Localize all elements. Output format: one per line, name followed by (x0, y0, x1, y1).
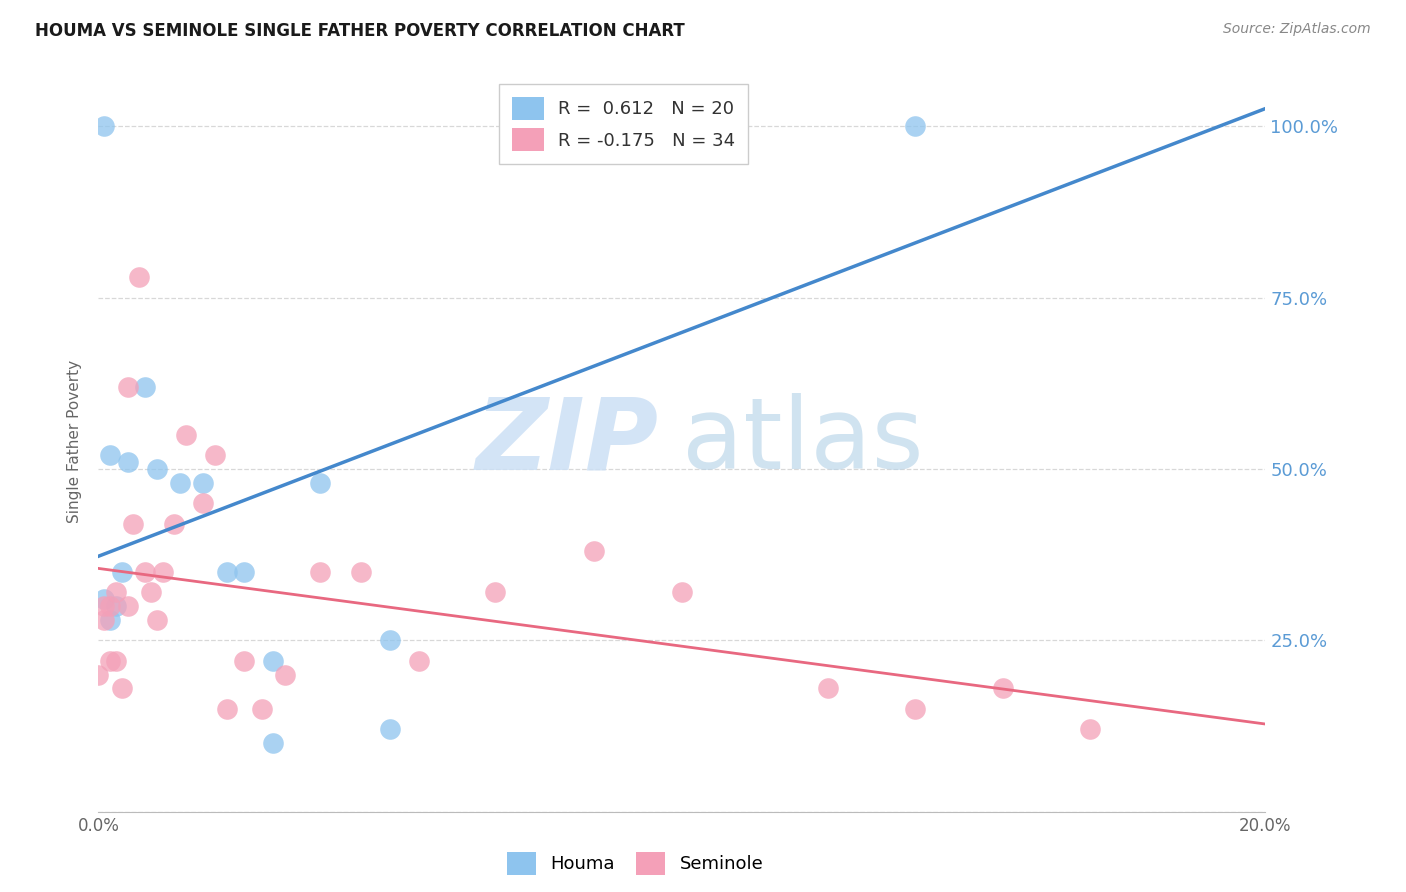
Point (671, 585, 693, 599)
Point (104, 654, 127, 668)
Point (233, 565, 256, 579)
Legend: Houma, Seminole: Houma, Seminole (498, 843, 772, 884)
Text: Source: ZipAtlas.com: Source: ZipAtlas.com (1223, 22, 1371, 37)
Point (174, 427, 197, 442)
Point (274, 667, 297, 681)
Point (104, 585, 127, 599)
Point (111, 565, 134, 579)
Point (134, 380, 156, 394)
Point (98, 613, 121, 627)
Point (378, 633, 402, 648)
Point (484, 585, 506, 599)
Point (262, 654, 284, 668)
Point (250, 702, 273, 716)
Point (904, 702, 927, 716)
Point (309, 565, 332, 579)
Point (93, 119, 115, 133)
Point (193, 496, 215, 510)
Point (93, 599, 115, 613)
Point (215, 565, 238, 579)
Text: atlas: atlas (682, 393, 924, 490)
Point (117, 380, 139, 394)
Point (193, 475, 215, 490)
Point (98, 448, 121, 462)
Point (350, 565, 373, 579)
Point (583, 544, 606, 558)
Point (152, 565, 174, 579)
Point (1080, 723, 1102, 737)
Point (378, 723, 402, 737)
Point (991, 681, 1014, 696)
Point (904, 119, 927, 133)
Point (117, 599, 139, 613)
Point (309, 475, 332, 490)
Point (163, 516, 186, 531)
Point (139, 585, 162, 599)
Point (817, 681, 839, 696)
Point (233, 654, 256, 668)
Point (93, 613, 115, 627)
Point (408, 654, 430, 668)
Point (134, 565, 156, 579)
Point (146, 613, 169, 627)
Point (600, 119, 623, 133)
Y-axis label: Single Father Poverty: Single Father Poverty (67, 360, 83, 523)
Point (128, 270, 150, 285)
Point (117, 455, 139, 469)
Point (169, 475, 191, 490)
Point (98, 599, 121, 613)
Point (98, 654, 121, 668)
Point (111, 681, 134, 696)
Point (93, 592, 115, 607)
Point (87, 667, 110, 681)
Text: ZIP: ZIP (475, 393, 658, 490)
Point (146, 462, 169, 476)
Point (122, 516, 145, 531)
Point (215, 702, 238, 716)
Point (204, 448, 226, 462)
Point (262, 736, 284, 750)
Point (104, 599, 127, 613)
Text: HOUMA VS SEMINOLE SINGLE FATHER POVERTY CORRELATION CHART: HOUMA VS SEMINOLE SINGLE FATHER POVERTY … (35, 22, 685, 40)
